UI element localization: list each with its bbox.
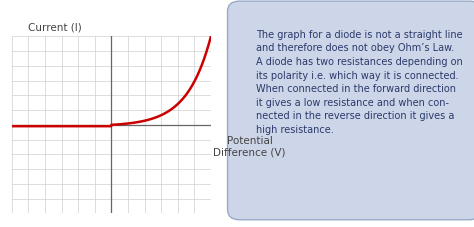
Text: Current (I): Current (I): [28, 23, 82, 33]
Text: Potential
Difference (V): Potential Difference (V): [213, 136, 286, 158]
Text: The graph for a diode is not a straight line
and therefore does not obey Ohm’s L: The graph for a diode is not a straight …: [256, 30, 463, 135]
FancyBboxPatch shape: [228, 1, 474, 220]
